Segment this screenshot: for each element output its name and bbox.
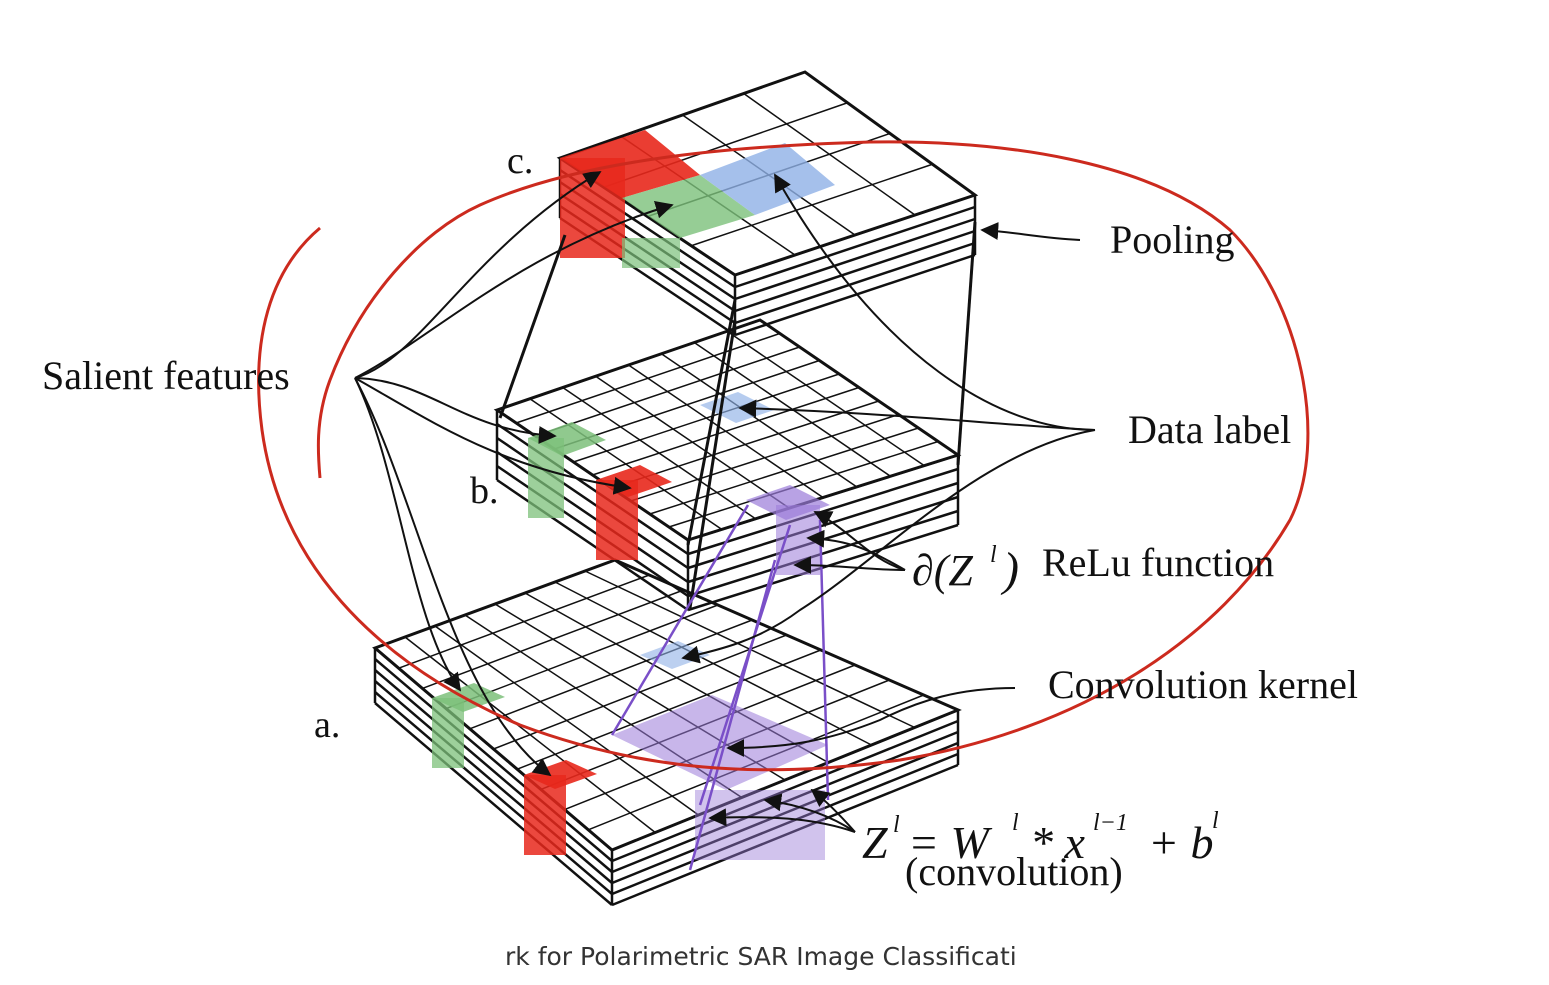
green-patch-b-side xyxy=(528,438,564,518)
convolution-label: (convolution) xyxy=(905,849,1123,894)
conv-sup-4: l xyxy=(1212,808,1219,834)
relu-arg: ∂(Z xyxy=(912,546,973,595)
annotation-arrows xyxy=(354,171,1096,833)
kernel-projection-lines xyxy=(610,504,830,871)
layer-c-stack xyxy=(556,70,979,337)
conv-sup-1: l xyxy=(893,812,900,838)
green-patch-c-side xyxy=(622,238,680,268)
connector-lines xyxy=(498,221,977,609)
purple-kernel-a-side xyxy=(695,790,825,860)
conv-z: Z xyxy=(862,817,888,868)
layer-b-label: b. xyxy=(470,470,499,512)
blue-patch-c xyxy=(700,143,835,215)
relu-formula: ∂(Z l ) xyxy=(912,542,1019,596)
layer-a-label: a. xyxy=(314,704,340,746)
slide-caption: rk for Polarimetric SAR Image Classifica… xyxy=(505,942,1017,971)
red-annotation-ring xyxy=(257,140,1310,772)
green-patch-a-side xyxy=(432,698,464,768)
layer-a-stack xyxy=(372,558,962,907)
red-patch-c-side xyxy=(560,158,625,258)
conv-sup-3: l−1 xyxy=(1093,810,1128,836)
data-label-label: Data label xyxy=(1128,407,1291,452)
green-patch-c xyxy=(622,175,755,238)
conv-plus: + b xyxy=(1148,817,1214,868)
layer-c-label: c. xyxy=(507,140,533,182)
salient-features-label: Salient features xyxy=(42,353,290,398)
conv-sup-2: l xyxy=(1012,810,1019,836)
convolution-kernel-label: Convolution kernel xyxy=(1048,662,1358,707)
conv-star: * x xyxy=(1030,817,1086,868)
red-patch-b-side xyxy=(596,480,638,560)
relu-sup: l xyxy=(990,542,997,568)
red-patch-a-side xyxy=(524,775,566,855)
convolution-formula: Z l = W l * x l−1 + b l xyxy=(862,808,1219,868)
relu-close: ) xyxy=(1000,543,1019,596)
conv-eq: = W xyxy=(908,817,993,868)
pooling-label: Pooling xyxy=(1110,217,1234,262)
relu-label: ReLu function xyxy=(1042,540,1274,585)
